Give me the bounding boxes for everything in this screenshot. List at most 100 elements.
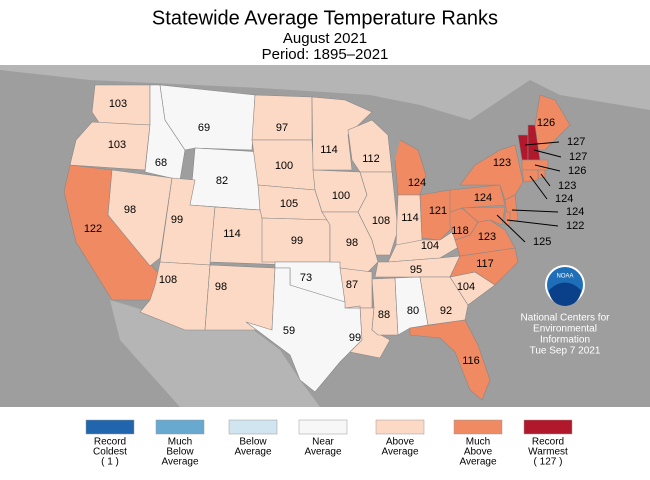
legend-label: Below: [239, 437, 267, 448]
legend-label: Warmest: [528, 447, 568, 458]
callout-line: [511, 209, 559, 213]
legend-label: Above: [464, 447, 493, 458]
callout-line: [533, 149, 562, 158]
legend-label: Near: [312, 437, 334, 448]
callout-line: [534, 164, 561, 172]
state-rank: 127: [569, 151, 587, 163]
state-rank: 104: [457, 281, 475, 293]
title: Statewide Average Temperature Ranks: [152, 7, 498, 29]
state-rank: 97: [276, 122, 288, 134]
state: [107, 169, 173, 267]
callout-line: [524, 141, 560, 146]
state-rank: 98: [215, 281, 227, 293]
state-rank: 99: [291, 235, 303, 247]
legend-label: Average: [304, 447, 342, 458]
state-rank: 82: [216, 175, 228, 187]
state-rank: 108: [372, 215, 390, 227]
state-rank: 95: [410, 264, 422, 276]
state: [504, 211, 511, 226]
legend-label: Much: [466, 437, 490, 448]
credit-line: National Centers for: [521, 313, 611, 324]
state-rank: 114: [223, 228, 241, 240]
state-rank: 68: [155, 157, 167, 169]
state-rank: 99: [171, 214, 183, 226]
canada: [0, 65, 650, 120]
callout-line: [506, 219, 559, 227]
state: [69, 121, 151, 171]
state-rank: 116: [462, 355, 480, 367]
state: [409, 319, 491, 401]
credit-line: Environmental: [533, 324, 597, 335]
callout-line: [540, 173, 551, 187]
state-rank: 105: [280, 198, 298, 210]
state-rank: 126: [537, 117, 555, 129]
legend-label: Above: [386, 437, 415, 448]
state: [461, 206, 506, 226]
state-rank: 112: [362, 153, 380, 165]
state-rank: 114: [401, 212, 419, 224]
state-rank: 124: [566, 206, 584, 218]
state-rank: 124: [555, 193, 573, 205]
legend-label: ( 1 ): [101, 457, 119, 468]
legend-swatch: [523, 419, 573, 435]
state-rank: 114: [320, 144, 338, 156]
state-rank: 98: [124, 204, 136, 216]
mexico: [110, 300, 320, 407]
legend-label: Average: [161, 457, 199, 468]
legend-label: Average: [459, 457, 497, 468]
credit-line: Tue Sep 7 2021: [530, 346, 601, 357]
legend-label: Coldest: [93, 447, 127, 458]
states: [63, 84, 571, 401]
state: [394, 139, 427, 196]
legend-swatch: [85, 419, 135, 435]
legend-swatch: [453, 419, 503, 435]
callout-line: [496, 214, 526, 243]
state-rank: 100: [332, 190, 350, 202]
state-rank: 103: [109, 98, 127, 110]
period: Period: 1895–2021: [262, 46, 389, 63]
state-rank: 121: [429, 205, 447, 217]
state-rank: 123: [493, 157, 511, 169]
credit-line: Information: [540, 335, 590, 346]
legend-label: Record: [532, 437, 564, 448]
legend-label: Average: [381, 447, 419, 458]
state-rank: 99: [349, 332, 361, 344]
legend-swatch: [155, 419, 205, 435]
legend-label: Below: [166, 447, 194, 458]
state-rank: 125: [533, 236, 551, 248]
state: [459, 144, 524, 201]
state-rank: 69: [198, 122, 210, 134]
state: [357, 171, 399, 256]
state-rank: 118: [451, 225, 469, 237]
state-rank: 59: [283, 325, 295, 337]
legend-label: ( 127 ): [534, 457, 563, 468]
state: [449, 184, 506, 213]
state: [419, 276, 469, 326]
state-rank: 108: [159, 274, 177, 286]
callout-line: [529, 175, 548, 200]
state-rank: 124: [474, 192, 492, 204]
state-rank: 98: [346, 237, 358, 249]
legend-swatch: [375, 419, 425, 435]
state-rank: 103: [108, 139, 126, 151]
state: [419, 189, 456, 241]
state-rank: 100: [275, 160, 293, 172]
legend-label: Much: [168, 437, 192, 448]
legend-swatch: [298, 419, 348, 435]
state-rank: 123: [478, 231, 496, 243]
credit: National Centers forEnvironmentalInforma…: [521, 313, 611, 357]
state-rank: 127: [567, 136, 585, 148]
state-rank: 88: [378, 309, 390, 321]
state-rank: 73: [300, 272, 312, 284]
legend-swatch: [228, 419, 278, 435]
state-rank: 117: [476, 258, 494, 270]
legend-label: Average: [234, 447, 272, 458]
state-rank: 126: [568, 165, 586, 177]
state-labels: 103 103 122 98 68 69 82 99 114 108 98 97 100 105 99 73 5…: [84, 98, 588, 367]
state-rank: 104: [421, 240, 439, 252]
logo-wave: [549, 282, 581, 306]
state-rank: 123: [558, 180, 576, 192]
subtitle: August 2021: [283, 30, 367, 47]
